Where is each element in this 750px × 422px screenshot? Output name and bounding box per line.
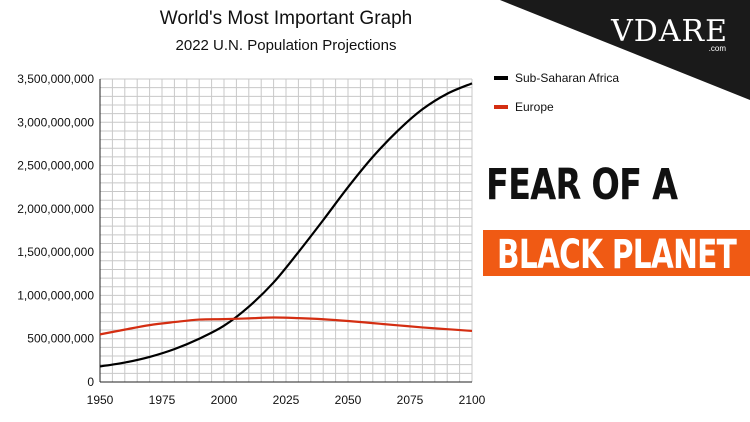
headline-line-1: FEAR OF A: [486, 160, 678, 210]
x-tick-label: 2050: [335, 393, 362, 407]
legend-label: Europe: [515, 100, 554, 114]
y-tick-label: 3,000,000,000: [17, 115, 94, 129]
x-tick-label: 2025: [273, 393, 300, 407]
x-tick-label: 1950: [87, 393, 114, 407]
brand-domain: .com: [708, 44, 726, 53]
chart-ticks: 0 500,000,000 1,000,000,000 1,500,000,000 2,…: [17, 72, 485, 407]
brand-logo: VDARE: [611, 14, 728, 49]
headline-banner: BLACK PLANET: [483, 230, 750, 278]
y-tick-label: 1,000,000,000: [17, 288, 94, 302]
y-tick-label: 3,500,000,000: [17, 72, 94, 86]
y-tick-label: 2,000,000,000: [17, 202, 94, 216]
chart-title: World's Most Important Graph: [159, 8, 413, 29]
chart-grid: [99, 78, 473, 383]
y-tick-label: 0: [87, 375, 94, 389]
x-tick-label: 2100: [459, 393, 486, 407]
legend-item-europe: Europe: [494, 100, 554, 114]
y-tick-label: 500,000,000: [27, 332, 94, 346]
y-tick-label: 1,500,000,000: [17, 245, 94, 259]
legend-swatch: [494, 105, 508, 109]
y-tick-label: 2,500,000,000: [17, 159, 94, 173]
series-line-sub-saharan-africa: [99, 82, 473, 368]
x-tick-label: 2000: [211, 393, 238, 407]
chart-axes: [99, 79, 472, 383]
series-line-europe: [99, 316, 473, 336]
headline-line-2: BLACK PLANET: [497, 232, 737, 278]
x-tick-label: 1975: [149, 393, 176, 407]
chart-subtitle: 2022 U.N. Population Projections: [175, 37, 397, 54]
x-tick-label: 2075: [397, 393, 424, 407]
chart-series: [99, 82, 473, 368]
brand-corner-banner: [500, 0, 750, 100]
